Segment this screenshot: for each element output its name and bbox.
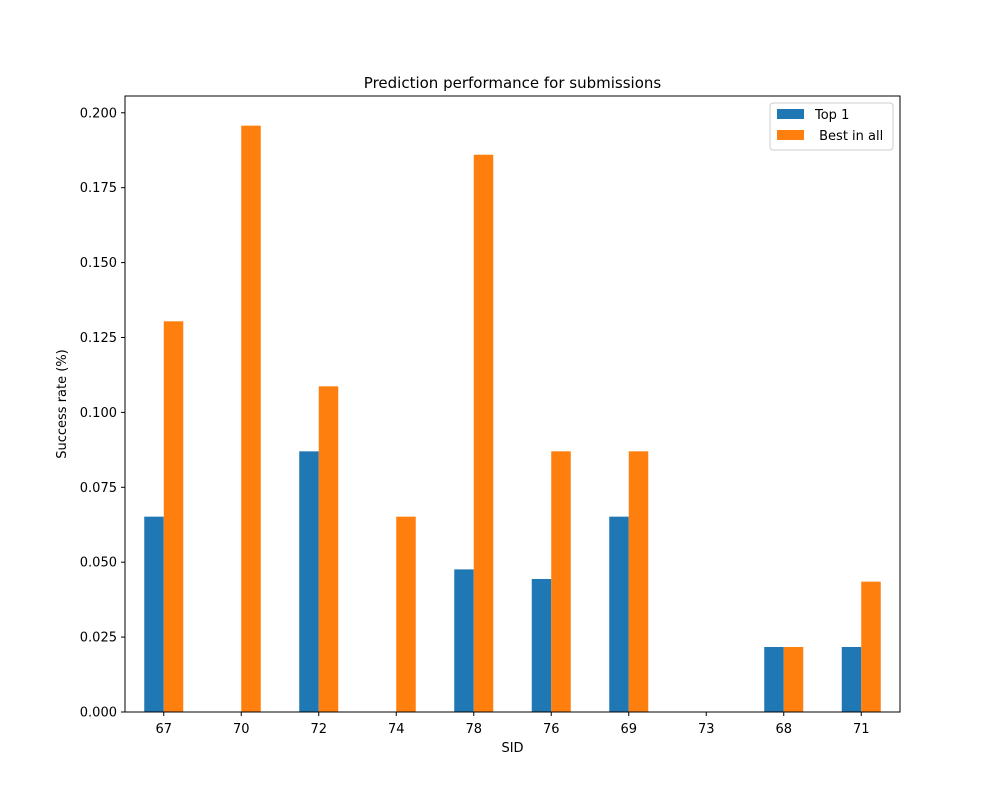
bar-top-1-67 bbox=[144, 516, 164, 712]
x-tick-label-78: 78 bbox=[465, 722, 482, 737]
x-tick-label-72: 72 bbox=[310, 722, 327, 737]
bar-best-in-all-78 bbox=[473, 154, 494, 712]
bar-top-1-76 bbox=[531, 578, 552, 712]
bar-best-in-all-71 bbox=[861, 581, 881, 712]
y-tick-label: 0.075 bbox=[80, 481, 117, 496]
y-tick-label: 0.025 bbox=[80, 631, 117, 646]
y-axis: 0.000 0.025 0.050 0.075 0.100 0.125 0.150 0.175… bbox=[80, 106, 125, 721]
x-axis: 67 70 72 74 78 76 69 73 68 71 bbox=[155, 712, 870, 737]
y-tick-label: 0.000 bbox=[80, 706, 117, 721]
bar-top-1-69 bbox=[609, 516, 629, 712]
x-tick-label-69: 69 bbox=[620, 722, 637, 737]
bars-group bbox=[144, 125, 881, 712]
legend-label-best-in-all: Best in all bbox=[815, 129, 883, 144]
bar-top-1-78 bbox=[454, 569, 474, 712]
legend: Top 1 Best in all bbox=[769, 102, 894, 151]
bar-top-1-71 bbox=[841, 646, 862, 712]
x-tick-label-76: 76 bbox=[543, 722, 560, 737]
y-tick-label: 0.050 bbox=[80, 556, 117, 571]
chart-title: Prediction performance for submissions bbox=[364, 74, 662, 92]
legend-swatch-top-1 bbox=[777, 109, 804, 119]
legend-label-top-1: Top 1 bbox=[814, 108, 849, 123]
bar-best-in-all-68 bbox=[783, 646, 804, 712]
bar-top-1-72 bbox=[299, 451, 319, 712]
bar-best-in-all-69 bbox=[628, 451, 649, 712]
x-axis-label: SID bbox=[501, 741, 523, 756]
bar-best-in-all-70 bbox=[241, 125, 261, 712]
x-tick-label-73: 73 bbox=[698, 722, 715, 737]
bar-top-1-68 bbox=[764, 646, 784, 712]
x-tick-label-68: 68 bbox=[775, 722, 792, 737]
bar-best-in-all-74 bbox=[396, 516, 416, 712]
y-tick-label: 0.150 bbox=[80, 256, 117, 271]
y-tick-label: 0.200 bbox=[80, 106, 117, 121]
y-tick-label: 0.100 bbox=[80, 406, 117, 421]
x-tick-label-70: 70 bbox=[233, 722, 250, 737]
y-tick-label: 0.175 bbox=[80, 181, 117, 196]
plot-frame bbox=[124, 95, 901, 713]
y-tick-label: 0.125 bbox=[80, 331, 117, 346]
bar-best-in-all-76 bbox=[551, 451, 571, 712]
x-tick-label-67: 67 bbox=[155, 722, 172, 737]
x-tick-label-74: 74 bbox=[388, 722, 405, 737]
legend-swatch-best-in-all bbox=[777, 130, 804, 140]
x-tick-label-71: 71 bbox=[853, 722, 870, 737]
bar-best-in-all-67 bbox=[163, 321, 184, 712]
bar-best-in-all-72 bbox=[318, 386, 339, 712]
y-axis-label: Success rate (%) bbox=[55, 349, 70, 459]
